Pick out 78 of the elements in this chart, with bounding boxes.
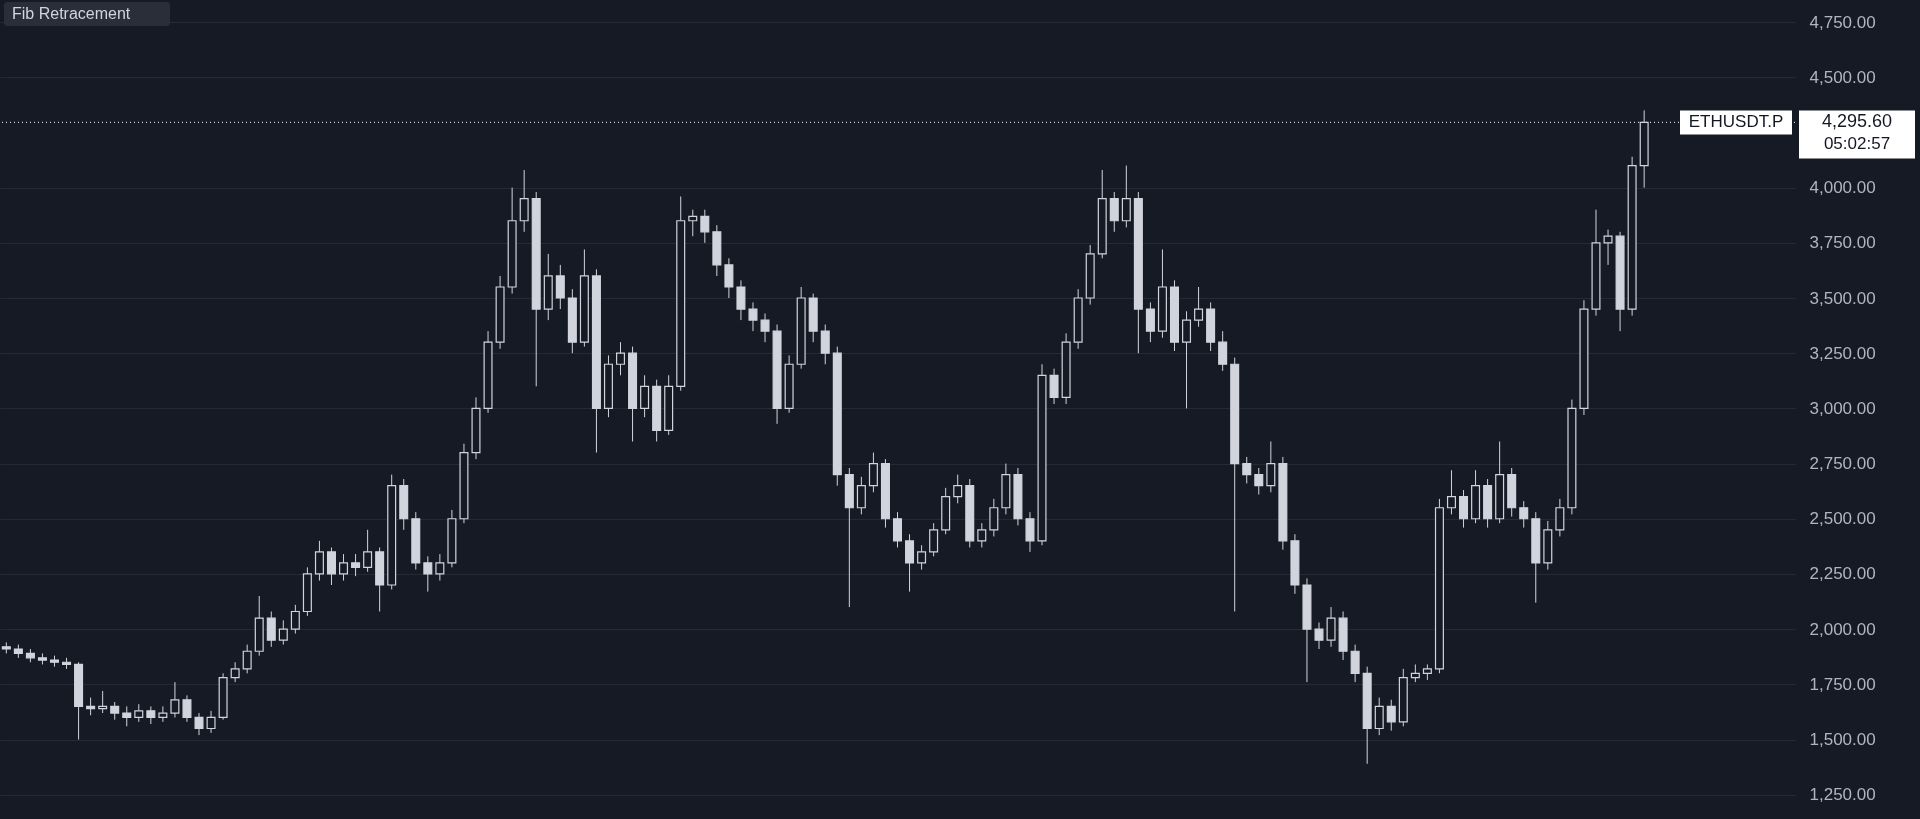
y-tick-label: 2,500.00 — [1809, 509, 1876, 529]
y-tick-label: 1,250.00 — [1809, 785, 1876, 805]
candlestick — [1326, 606, 1336, 648]
candlestick — [1446, 469, 1456, 515]
text: 05:02:57 — [1823, 134, 1891, 154]
candlestick — [555, 264, 565, 310]
candlestick — [158, 705, 168, 723]
y-tick-label: 3,500.00 — [1809, 288, 1876, 308]
candlestick — [314, 540, 324, 582]
candlestick — [1145, 301, 1155, 343]
candlestick — [905, 533, 915, 593]
y-tick-label: 1,750.00 — [1809, 674, 1876, 694]
candlestick — [363, 529, 373, 573]
candlestick — [423, 555, 433, 593]
candlestick — [1049, 368, 1059, 405]
candlestick — [1350, 644, 1360, 683]
candlestick — [856, 476, 866, 515]
y-tick-label: 3,750.00 — [1809, 233, 1876, 253]
candlestick — [1374, 697, 1384, 736]
candlestick — [1109, 191, 1119, 233]
candlestick — [1266, 441, 1276, 493]
candlestick — [917, 544, 927, 571]
candlestick — [435, 553, 445, 582]
candlestick — [519, 169, 529, 233]
y-tick-label: 4,500.00 — [1809, 67, 1876, 87]
candlestick — [194, 712, 204, 736]
candlestick — [700, 209, 710, 244]
candlestick — [326, 546, 336, 586]
candlestick — [1519, 500, 1529, 529]
candlestick — [278, 619, 288, 646]
y-tick-label: 4,750.00 — [1809, 12, 1876, 32]
candlestick — [1121, 165, 1131, 228]
candlestick — [1242, 456, 1252, 484]
candlestick — [266, 610, 276, 648]
y-tick-label: 3,250.00 — [1809, 343, 1876, 363]
candlestick — [868, 452, 878, 493]
candlestick — [1254, 467, 1264, 495]
candlestick — [820, 324, 830, 365]
candlestick — [977, 522, 987, 548]
candlestick — [1218, 330, 1228, 372]
candlestick — [98, 690, 108, 714]
candlestick — [929, 522, 939, 557]
candlestick — [724, 257, 734, 299]
candlestick — [1194, 286, 1204, 328]
candlestick — [1025, 511, 1035, 553]
y-tick-label: 3,000.00 — [1809, 398, 1876, 418]
candlestick — [1459, 489, 1469, 529]
candlestick — [182, 694, 192, 723]
candlestick — [170, 681, 180, 718]
candlestick — [989, 498, 999, 537]
candlestick — [640, 374, 650, 418]
y-tick-label: 2,250.00 — [1809, 564, 1876, 584]
y-tick-label: 1,500.00 — [1809, 730, 1876, 750]
candlestick — [760, 312, 770, 343]
candlestick — [122, 705, 132, 727]
candlestick — [688, 209, 698, 237]
candlestick — [206, 710, 216, 734]
candlestick — [892, 511, 903, 548]
candlestick — [1182, 310, 1192, 409]
candlestick — [339, 553, 349, 582]
ref-line-label: 4,295.60 — [1821, 111, 1893, 132]
candlestick — [1386, 699, 1396, 732]
annotation: Fib Retracement — [12, 5, 131, 22]
candlestick — [736, 279, 746, 321]
y-tick-label: 4,000.00 — [1809, 178, 1876, 198]
y-tick-label: 2,750.00 — [1809, 454, 1876, 474]
annotation: ETHUSDT.P — [1688, 112, 1784, 132]
candlestick — [230, 661, 240, 683]
candlestick — [290, 604, 300, 635]
y-tick-label: 2,000.00 — [1809, 619, 1876, 639]
candlestick — [953, 474, 963, 504]
candlestick — [1314, 622, 1324, 650]
candlestick — [351, 553, 361, 577]
candlestick — [1603, 229, 1613, 266]
candlestick — [1555, 498, 1565, 537]
candlestick — [748, 301, 758, 332]
candlestick — [242, 644, 252, 674]
candlestick — [616, 341, 626, 376]
